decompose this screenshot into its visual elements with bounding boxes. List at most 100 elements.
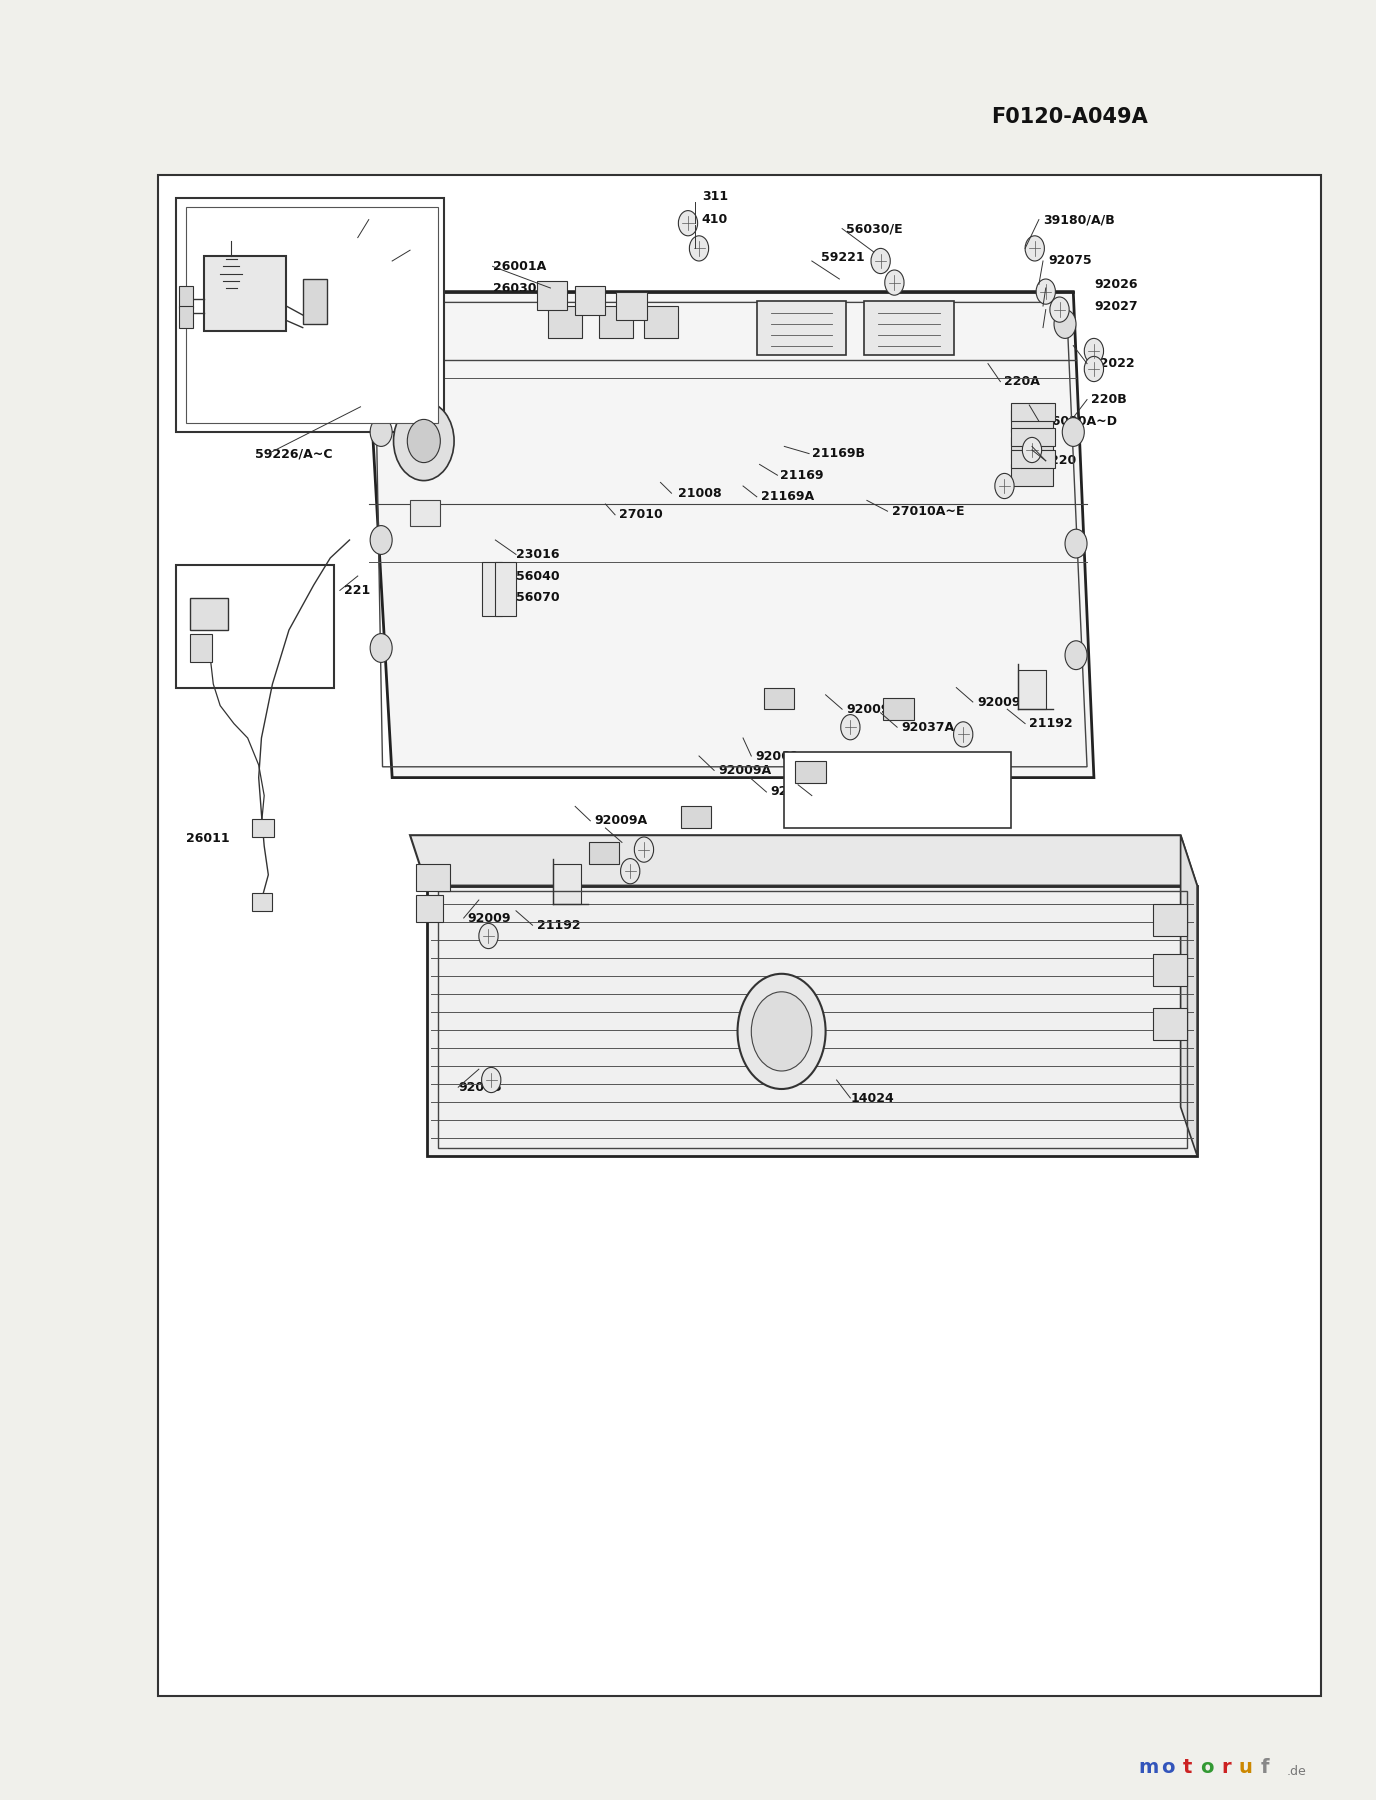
Text: 14024: 14024 — [850, 1091, 894, 1105]
Text: r: r — [1222, 1759, 1230, 1777]
Bar — [416, 864, 450, 891]
Bar — [883, 698, 914, 720]
Bar — [764, 688, 794, 709]
Text: F0120-A049A: F0120-A049A — [991, 106, 1148, 128]
Circle shape — [995, 473, 1014, 499]
Circle shape — [1036, 279, 1055, 304]
Text: 92069: 92069 — [755, 749, 799, 763]
Text: 92009A: 92009A — [718, 763, 772, 778]
Bar — [784, 752, 1011, 828]
Bar — [179, 306, 193, 328]
Text: A: A — [289, 659, 299, 673]
Text: 410: 410 — [702, 212, 728, 227]
Circle shape — [370, 526, 392, 554]
Circle shape — [370, 310, 392, 338]
Bar — [575, 286, 605, 315]
Bar — [204, 256, 286, 331]
Bar — [1011, 437, 1053, 459]
Text: 21192: 21192 — [537, 918, 581, 932]
Bar — [482, 562, 502, 616]
Text: 220B: 220B — [1091, 392, 1127, 407]
Polygon shape — [410, 835, 1197, 886]
Text: 56030/E: 56030/E — [846, 221, 903, 236]
Circle shape — [1084, 338, 1104, 364]
Bar — [1011, 450, 1055, 468]
Bar — [1011, 403, 1055, 421]
Bar — [252, 893, 272, 911]
Text: o: o — [1200, 1759, 1214, 1777]
Text: 220: 220 — [1050, 454, 1076, 468]
Text: 56030A~D: 56030A~D — [1043, 414, 1117, 428]
Text: 39180/A/B: 39180/A/B — [1043, 212, 1115, 227]
Text: 56070: 56070 — [516, 590, 560, 605]
Text: o: o — [1161, 1759, 1175, 1777]
Bar — [190, 634, 212, 662]
Text: 21169A: 21169A — [761, 490, 815, 504]
Text: m: m — [1139, 1759, 1159, 1777]
Text: 92009A: 92009A — [594, 814, 648, 828]
Text: 26001: 26001 — [190, 626, 234, 641]
Text: 59221: 59221 — [821, 250, 866, 265]
Bar — [757, 301, 846, 355]
Circle shape — [751, 992, 812, 1071]
Text: 56040: 56040 — [516, 569, 560, 583]
Bar — [864, 301, 954, 355]
Bar — [589, 842, 619, 864]
Text: 23016: 23016 — [516, 547, 560, 562]
Bar — [1018, 670, 1046, 709]
Bar — [176, 565, 334, 688]
Circle shape — [738, 974, 826, 1089]
Polygon shape — [427, 886, 1197, 1156]
Bar — [416, 895, 443, 922]
Text: 21169: 21169 — [780, 468, 824, 482]
Circle shape — [678, 211, 698, 236]
Circle shape — [370, 634, 392, 662]
Text: 92075: 92075 — [1049, 254, 1093, 268]
Bar — [438, 891, 1187, 1148]
Bar — [795, 761, 826, 783]
Text: 26030/A: 26030/A — [493, 281, 550, 295]
Text: 221: 221 — [344, 583, 370, 598]
Text: 21177: 21177 — [399, 243, 443, 257]
Text: f: f — [1260, 1759, 1269, 1777]
Bar — [553, 864, 581, 904]
Bar — [190, 598, 228, 630]
Text: 27010: 27010 — [619, 508, 663, 522]
Bar — [599, 306, 633, 338]
Circle shape — [1054, 310, 1076, 338]
Text: 92027: 92027 — [1094, 299, 1138, 313]
Circle shape — [885, 270, 904, 295]
Text: t: t — [1183, 1759, 1192, 1777]
Bar — [616, 292, 647, 320]
Bar — [537, 281, 567, 310]
Circle shape — [871, 248, 890, 274]
Circle shape — [954, 722, 973, 747]
Bar — [176, 198, 444, 432]
Text: 26001A: 26001A — [493, 259, 546, 274]
Text: 92009: 92009 — [977, 695, 1021, 709]
Circle shape — [841, 715, 860, 740]
Circle shape — [634, 837, 654, 862]
Bar — [1011, 428, 1055, 446]
Circle shape — [407, 419, 440, 463]
Text: 21192: 21192 — [1029, 716, 1073, 731]
Text: 21169B: 21169B — [812, 446, 866, 461]
Circle shape — [479, 923, 498, 949]
Text: 92037A: 92037A — [626, 835, 680, 850]
Text: 92037: 92037 — [771, 785, 815, 799]
Text: 92015: 92015 — [458, 1080, 502, 1094]
Circle shape — [621, 859, 640, 884]
Text: 21008: 21008 — [678, 486, 722, 500]
Text: 92009: 92009 — [468, 911, 512, 925]
Circle shape — [482, 1067, 501, 1093]
Text: .de: .de — [1287, 1764, 1306, 1778]
Text: 92037A: 92037A — [901, 720, 955, 734]
Text: 26011: 26011 — [186, 832, 230, 846]
Bar — [1153, 954, 1187, 986]
Bar — [644, 306, 678, 338]
Bar — [548, 306, 582, 338]
Text: 92022: 92022 — [1091, 356, 1135, 371]
Text: 92026: 92026 — [1094, 277, 1138, 292]
Bar — [681, 806, 711, 828]
Text: u: u — [1238, 1759, 1252, 1777]
